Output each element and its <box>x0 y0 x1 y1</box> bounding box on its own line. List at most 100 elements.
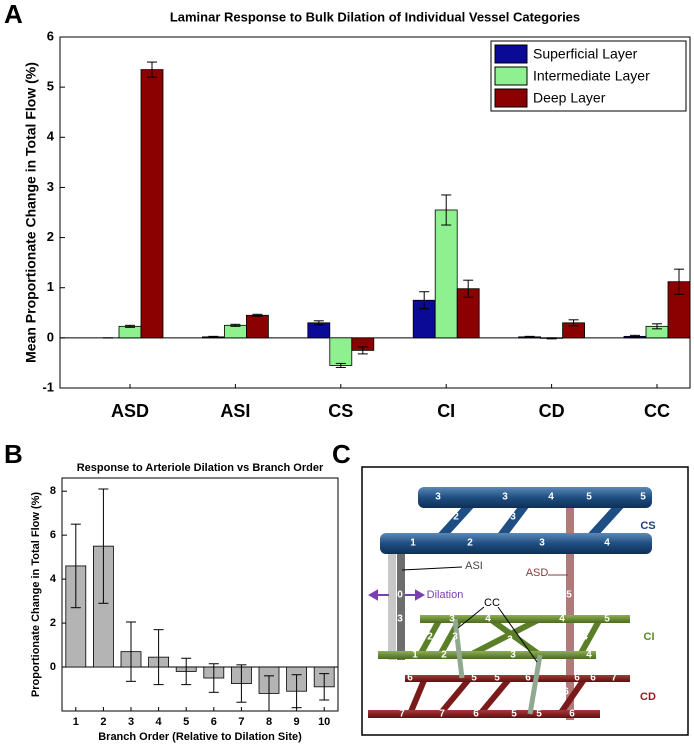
y-tick-label: 4 <box>50 573 57 585</box>
x-tick-label: ASI <box>220 401 250 421</box>
segment-number: 3 <box>449 614 455 625</box>
error-bar <box>463 279 474 298</box>
error-bar <box>98 488 109 604</box>
segment-number: 4 <box>485 614 491 625</box>
segment-number: 3 <box>397 614 403 625</box>
error-bar <box>335 362 346 368</box>
vessel <box>380 533 652 554</box>
x-tick-label: 3 <box>128 716 134 728</box>
error-bar <box>441 194 452 226</box>
error-bar <box>236 664 247 703</box>
error-bar <box>546 337 557 340</box>
x-tick-label: 6 <box>211 716 217 728</box>
error-bar <box>568 319 579 327</box>
vessel <box>405 675 630 682</box>
legend-swatch <box>494 44 528 64</box>
segment-number: 4 <box>586 650 592 661</box>
bar <box>140 69 164 339</box>
x-tick-label: CC <box>644 401 670 421</box>
segment-number: 7 <box>439 709 445 720</box>
x-tick-label: 8 <box>266 716 272 728</box>
vessel <box>388 540 396 660</box>
x-tick-label: 9 <box>294 716 300 728</box>
bar <box>434 209 458 339</box>
segment-number: 5 <box>566 590 572 601</box>
segment-number: 4 <box>582 632 588 643</box>
y-tick-label: -1 <box>42 379 54 394</box>
diagram-label: ASD <box>526 567 549 579</box>
segment-number: 3 <box>510 650 516 661</box>
x-tick-label: ASD <box>111 401 149 421</box>
vessel <box>397 540 405 660</box>
segment-number: 7 <box>611 673 617 684</box>
segment-number: 5 <box>511 709 517 720</box>
segment-number: 6 <box>407 673 413 684</box>
diagram-label: CD <box>640 691 656 703</box>
diagram-label: Dilation <box>427 589 464 601</box>
y-tick-label: 6 <box>47 28 54 43</box>
vessel <box>378 651 596 659</box>
error-bar <box>252 313 263 317</box>
segment-number: 5 <box>471 673 477 684</box>
segment-number: 5 <box>604 614 610 625</box>
x-tick-label: CI <box>437 401 455 421</box>
segment-number: 6 <box>466 687 472 698</box>
vessel <box>420 615 630 623</box>
legend-swatch <box>494 88 528 108</box>
segment-number: 4 <box>604 538 610 549</box>
x-tick-label: 5 <box>183 716 189 728</box>
segment-number: 5 <box>494 673 500 684</box>
error-bar <box>674 268 684 295</box>
segment-number: 2 <box>441 650 447 661</box>
error-bar <box>147 61 157 78</box>
segment-number: 3 <box>435 492 441 503</box>
segment-number: 5 <box>586 492 592 503</box>
segment-number: 6 <box>563 687 569 698</box>
diagram-label: CS <box>640 520 655 532</box>
x-axis-label: Branch Order (Relative to Dilation Site) <box>98 731 302 743</box>
diagram-label: ASI <box>465 560 483 572</box>
segment-number: 6 <box>473 709 479 720</box>
y-tick-label: 2 <box>47 229 54 244</box>
segment-number: 7 <box>399 709 405 720</box>
segment-number: 5 <box>640 492 646 503</box>
y-tick-label: 4 <box>47 129 55 144</box>
error-bar <box>230 323 241 327</box>
segment-number: 2 <box>467 538 473 549</box>
vessel <box>368 710 600 718</box>
segment-number: 1 <box>410 538 416 549</box>
legend-swatch <box>494 66 528 86</box>
diagram-label: CC <box>484 597 500 609</box>
segment-number: 6 <box>525 673 531 684</box>
segment-number: 1 <box>412 650 418 661</box>
error-bar <box>652 323 662 330</box>
plot-frame <box>59 36 691 389</box>
y-tick-label: 3 <box>47 179 54 194</box>
y-axis-label: Mean Proportionate Change in Total Flow … <box>23 62 39 363</box>
segment-number: 3 <box>502 492 508 503</box>
x-tick-label: 4 <box>156 716 163 728</box>
segment-number: 3 <box>539 538 545 549</box>
dilation-arrows <box>367 589 426 601</box>
plot-frame <box>61 477 339 712</box>
segment-number: 6 <box>590 673 596 684</box>
legend-label: Deep Layer <box>533 90 606 106</box>
error-bar <box>524 335 535 338</box>
error-bar <box>208 663 219 693</box>
legend-label: Superficial Layer <box>533 46 638 62</box>
diagram: CS ASI ASD Dilation CC CI CD 3 3 4 5 52 3 41 2 3… <box>361 466 689 736</box>
segment-number: 3 <box>452 632 458 643</box>
bar <box>245 314 269 339</box>
error-bar <box>181 657 192 686</box>
y-tick-label: 0 <box>50 661 56 673</box>
y-tick-label: 0 <box>47 329 54 344</box>
error-bar <box>630 334 640 338</box>
bar <box>223 324 247 339</box>
cc-connectors <box>452 618 543 715</box>
error-bar <box>357 346 368 355</box>
error-bar <box>313 320 324 326</box>
segment-numbers: 3 3 4 5 52 3 41 2 3 40 53 3 4 4 52 3 3 41 2 3 46 5 5 6 6 6 76 6 67 7 6… <box>397 492 646 720</box>
segment-number: 4 <box>599 508 605 519</box>
error-bar <box>153 629 164 686</box>
y-tick-label: 2 <box>50 617 56 629</box>
